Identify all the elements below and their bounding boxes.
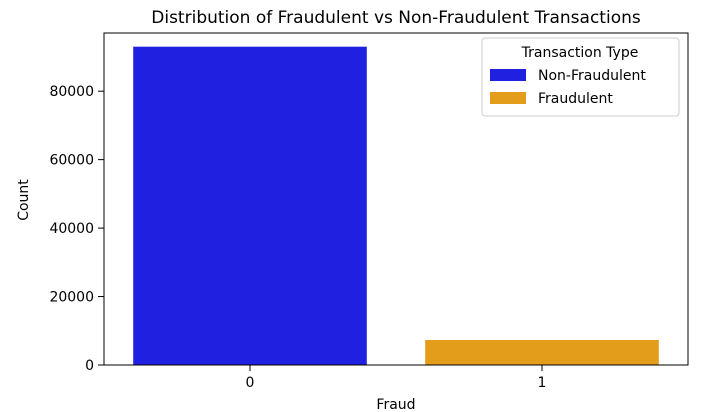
x-tick-label: 1	[538, 375, 547, 391]
chart-title: Distribution of Fraudulent vs Non-Fraudu…	[151, 8, 641, 28]
y-tick-label: 0	[85, 358, 94, 374]
y-tick-label: 20000	[49, 290, 94, 306]
x-axis-title: Fraud	[376, 397, 415, 412]
legend-swatch	[490, 92, 526, 104]
legend-frame	[481, 37, 680, 117]
y-tick-label: 60000	[49, 153, 94, 169]
plot-frame	[103, 32, 689, 366]
y-axis-title: Count	[16, 179, 32, 221]
legend: Transaction Type Non-Fraudulent Fraudulen…	[481, 37, 680, 117]
bars-group	[133, 46, 659, 365]
legend-title: Transaction Type	[521, 45, 639, 61]
legend-swatch	[490, 69, 526, 81]
bar-0	[133, 46, 367, 365]
y-tick-label: 80000	[49, 84, 94, 100]
legend-label: Non-Fraudulent	[538, 68, 646, 84]
y-tick-label: 40000	[49, 221, 94, 237]
x-tick-label: 0	[246, 375, 255, 391]
legend-label: Fraudulent	[538, 91, 613, 107]
y-axis: 0 20000 40000 60000 80000	[49, 84, 104, 374]
bar-1	[425, 340, 659, 365]
